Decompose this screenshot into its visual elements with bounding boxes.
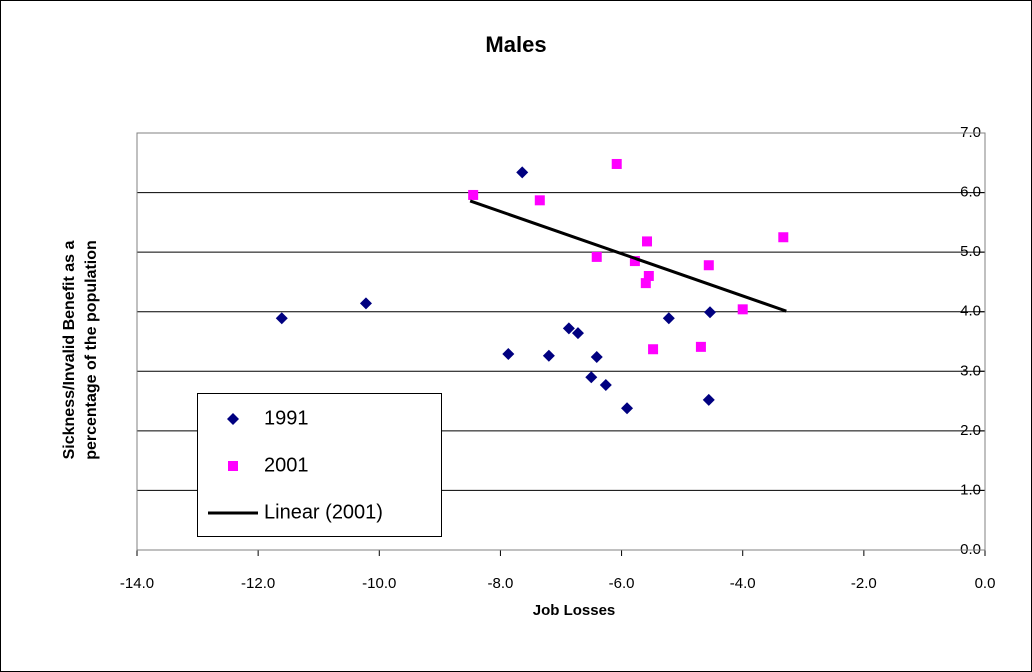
- point: [585, 371, 598, 384]
- x-tick-label: -10.0: [362, 575, 396, 592]
- x-axis-label: Job Losses: [533, 602, 616, 619]
- point: [640, 278, 651, 289]
- x-tick-label: -4.0: [730, 575, 756, 592]
- legend-swatch: [227, 413, 239, 425]
- y-tick-label: 4.0: [960, 303, 981, 320]
- point: [468, 189, 479, 200]
- point: [542, 349, 555, 362]
- y-tick-label: 0.0: [960, 541, 981, 558]
- legend: 1991 2001 Linear (2001): [197, 393, 442, 537]
- point: [643, 270, 654, 281]
- trend-line: [469, 199, 787, 313]
- point: [571, 327, 584, 340]
- y-axis-label: Sickness/Invalid Benefit as a percentage…: [61, 240, 100, 460]
- point: [621, 402, 634, 415]
- point: [662, 312, 675, 325]
- point: [611, 158, 622, 169]
- x-tick-label: 0.0: [975, 575, 996, 592]
- point: [502, 348, 515, 361]
- point: [695, 341, 706, 352]
- y-axis-label-line: Sickness/Invalid Benefit as a: [61, 241, 78, 460]
- y-axis-label-line: percentage of the population: [83, 240, 100, 460]
- x-tick-label: -2.0: [851, 575, 877, 592]
- point: [648, 344, 659, 355]
- y-tick-label: 7.0: [960, 124, 981, 141]
- point: [778, 232, 789, 243]
- point: [737, 304, 748, 315]
- point: [642, 236, 653, 247]
- y-tick-label: 5.0: [960, 243, 981, 260]
- plot-border: [136, 132, 986, 551]
- point: [702, 393, 715, 406]
- x-tick-label: -12.0: [241, 575, 275, 592]
- chart-title: Males: [485, 32, 546, 57]
- y-tick-label: 3.0: [960, 362, 981, 379]
- legend-label: 2001: [264, 454, 309, 476]
- y-tick-label: 2.0: [960, 422, 981, 439]
- point: [359, 297, 372, 310]
- legend-label: 1991: [264, 407, 309, 429]
- x-tick-label: -14.0: [120, 575, 154, 592]
- point: [704, 306, 717, 319]
- legend-swatch: [228, 461, 238, 471]
- point: [534, 195, 545, 206]
- point: [703, 260, 714, 271]
- x-tick-label: -6.0: [609, 575, 635, 592]
- point: [562, 322, 575, 335]
- point: [275, 312, 288, 325]
- point: [629, 256, 640, 267]
- point: [599, 378, 612, 391]
- point: [591, 251, 602, 262]
- x-tick-label: -8.0: [487, 575, 513, 592]
- point: [516, 166, 529, 179]
- y-tick-label: 6.0: [960, 184, 981, 201]
- y-tick-label: 1.0: [960, 481, 981, 498]
- point: [590, 350, 603, 363]
- legend-label: Linear (2001): [264, 501, 383, 523]
